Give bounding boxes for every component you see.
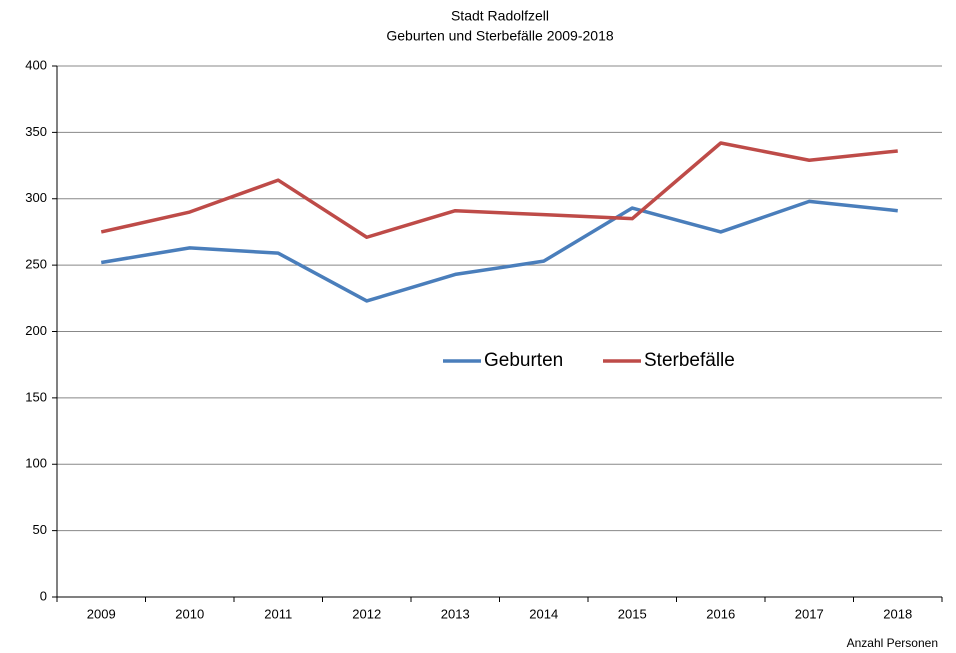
y-tick-label: 150 xyxy=(25,389,47,404)
x-tick-label: 2016 xyxy=(706,606,735,621)
series-line xyxy=(100,141,898,239)
y-tick-label: 300 xyxy=(25,190,47,205)
y-tick-label: 400 xyxy=(25,57,47,72)
x-tick-label: 2011 xyxy=(264,606,292,621)
x-tick-label: 2012 xyxy=(352,606,381,621)
x-tick-label: 2015 xyxy=(618,606,647,621)
legend-label: Geburten xyxy=(484,350,563,371)
x-tick-label: 2017 xyxy=(795,606,824,621)
y-tick-label: 350 xyxy=(25,124,47,139)
y-tick-label: 200 xyxy=(25,323,47,338)
chart-subtitle: Geburten und Sterbefälle 2009-2018 xyxy=(386,28,613,44)
y-tick-label: 0 xyxy=(40,588,47,603)
chart-title: Stadt Radolfzell xyxy=(451,8,549,24)
y-tick-label: 250 xyxy=(25,257,47,272)
x-tick-label: 2010 xyxy=(175,606,204,621)
axis-note: Anzahl Personen xyxy=(847,636,938,650)
x-tick-label: 2018 xyxy=(883,606,912,621)
series-line xyxy=(100,199,898,303)
y-tick-label: 50 xyxy=(33,522,47,537)
x-tick-label: 2013 xyxy=(441,606,470,621)
x-tick-label: 2009 xyxy=(87,606,116,621)
x-tick-label: 2014 xyxy=(529,606,558,621)
legend-label: Sterbefälle xyxy=(644,350,735,371)
y-tick-label: 100 xyxy=(25,456,47,471)
